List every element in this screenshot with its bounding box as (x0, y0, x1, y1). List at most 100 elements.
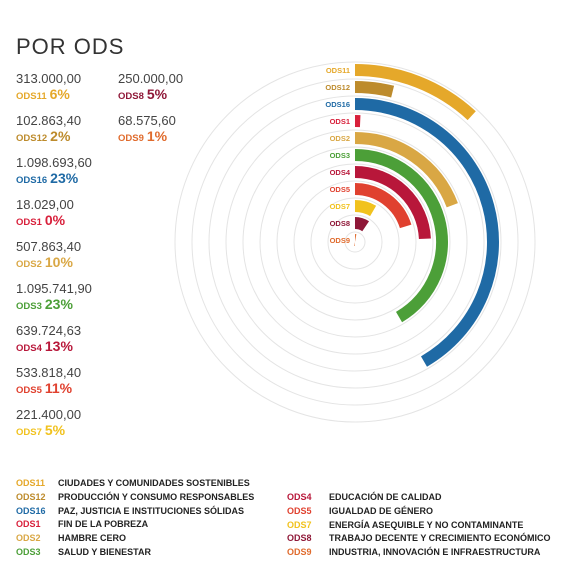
legend-code: ODS7 (287, 519, 312, 530)
stat-code: ODS3 (16, 301, 42, 312)
grid-circle (344, 231, 366, 253)
stat-ods5: 533.818,40 ODS5 11% (16, 366, 81, 397)
arc-ods3 (354, 149, 449, 323)
arc-label-ods8: ODS8 (330, 219, 350, 228)
stat-ods16: 1.098.693,60 ODS16 23% (16, 156, 92, 187)
stat-ods4: 639.724,63 ODS4 13% (16, 324, 81, 355)
grid-circle (191, 78, 519, 406)
legend-name: TRABAJO DECENTE Y CRECIMIENTO ECONÓMICO (329, 533, 551, 544)
stat-ods1: 18.029,00 ODS1 0% (16, 198, 74, 229)
legend-name: INDUSTRIA, INNOVACIÓN E INFRAESTRUCTURA (329, 547, 541, 558)
stat-code: ODS7 (16, 427, 42, 438)
stat-percent: 23% (50, 170, 79, 186)
grid-circle (310, 197, 400, 287)
stat-percent: 6% (49, 86, 70, 102)
stat-percent: 13% (44, 338, 73, 354)
arc-ods4 (354, 166, 431, 240)
legend-item-ods11: ODS11 CIUDADES Y COMUNIDADES SOSTENIBLES (16, 479, 250, 488)
legend-name: ENERGÍA ASEQUIBLE Y NO CONTAMINANTE (329, 519, 524, 530)
stat-ods9: 68.575,60 ODS9 1% (118, 114, 176, 145)
legend-name: PAZ, JUSTICIA E INSTITUCIONES SÓLIDAS (58, 505, 245, 516)
page-title: POR ODS (16, 34, 125, 59)
legend-name: CIUDADES Y COMUNIDADES SOSTENIBLES (58, 478, 250, 488)
stat-value: 507.863,40 (16, 239, 82, 254)
stat-value: 102.863,40 (16, 113, 82, 128)
stat-percent: 10% (44, 254, 73, 270)
grid-circle (327, 214, 383, 270)
legend-item-ods1: ODS1 FIN DE LA POBREZA (16, 520, 148, 529)
stat-ods12: 102.863,40 ODS12 2% (16, 114, 81, 145)
stat-value: 1.098.693,60 (16, 155, 92, 170)
legend-item-ods16: ODS16 PAZ, JUSTICIA E INSTITUCIONES SÓLID… (16, 505, 245, 516)
stat-percent: 5% (44, 422, 66, 438)
stat-code: ODS12 (16, 133, 48, 144)
stat-value: 250.000,00 (118, 71, 184, 86)
stat-code: ODS5 (16, 385, 42, 396)
legend-code: ODS3 (16, 547, 41, 557)
grid-circle (208, 95, 502, 389)
stat-value: 221.400,00 (16, 407, 82, 422)
legend-name: EDUCACIÓN DE CALIDAD (329, 492, 442, 502)
arc-label-ods7: ODS7 (330, 202, 350, 211)
stat-code: ODS1 (16, 217, 42, 228)
stat-code: ODS9 (118, 133, 144, 144)
stat-ods3: 1.095.741,90 ODS3 23% (16, 282, 92, 313)
stat-percent: 1% (146, 128, 168, 144)
stat-value: 1.095.741,90 (16, 281, 92, 296)
stat-code: ODS8 (118, 91, 144, 102)
arc-label-ods16: ODS16 (325, 100, 350, 109)
grid-circle (242, 129, 468, 355)
arc-label-ods11: ODS11 (326, 66, 350, 75)
arc-label-ods12: ODS12 (325, 83, 350, 92)
legend-code: ODS16 (16, 505, 46, 516)
stat-value: 313.000,00 (16, 71, 82, 86)
arc-ods2 (354, 132, 458, 208)
stat-value: 68.575,60 (118, 113, 176, 128)
legend-name: HAMBRE CERO (58, 533, 127, 544)
stat-ods7: 221.400,00 ODS7 5% (16, 408, 81, 439)
stat-code: ODS16 (16, 175, 48, 186)
legend-item-ods2: ODS2 HAMBRE CERO (16, 534, 126, 543)
legend-code: ODS2 (16, 533, 41, 544)
stat-ods8: 250.000,00 ODS8 5% (118, 72, 183, 103)
legend-item-ods3: ODS3 SALUD Y BIENESTAR (16, 548, 151, 557)
arc-label-ods3: ODS3 (330, 151, 350, 160)
stat-percent: 0% (44, 212, 66, 228)
legend-code: ODS11 (16, 478, 46, 488)
arc-ods11 (354, 64, 476, 121)
legend-name: IGUALDAD DE GÉNERO (329, 505, 434, 516)
legend-item-ods8: ODS8 TRABAJO DECENTE Y CRECIMIENTO ECONÓM… (287, 534, 551, 543)
stat-percent: 11% (44, 380, 73, 396)
legend-item-ods4: ODS4 EDUCACIÓN DE CALIDAD (287, 493, 442, 502)
stat-ods11: 313.000,00 ODS11 6% (16, 72, 81, 103)
stat-ods2: 507.863,40 ODS2 10% (16, 240, 81, 271)
grid-circle (293, 180, 417, 304)
arc-label-ods9: ODS9 (330, 236, 350, 245)
legend-code: ODS1 (16, 519, 41, 530)
legend-code: ODS8 (287, 533, 312, 544)
arc-label-ods2: ODS2 (330, 134, 350, 143)
stat-value: 639.724,63 (16, 323, 82, 338)
arc-label-ods5: ODS5 (330, 185, 350, 194)
legend-item-ods7: ODS7 ENERGÍA ASEQUIBLE Y NO CONTAMINANTE (287, 519, 524, 530)
stat-value: 18.029,00 (16, 197, 74, 212)
grid-circle (259, 146, 451, 338)
stat-percent: 5% (146, 86, 168, 102)
legend-item-ods12: ODS12 PRODUCCIÓN Y CONSUMO RESPONSABLES (16, 491, 255, 502)
arc-ods12 (354, 81, 395, 98)
legend-name: FIN DE LA POBREZA (58, 519, 149, 530)
stat-percent: 23% (44, 296, 73, 312)
legend-item-ods5: ODS5 IGUALDAD DE GÉNERO (287, 505, 434, 516)
stat-percent: 2% (50, 128, 71, 144)
stat-code: ODS4 (16, 343, 42, 354)
grid-circle (174, 61, 536, 423)
legend-name: SALUD Y BIENESTAR (58, 547, 152, 557)
arc-ods16 (354, 98, 499, 367)
arc-ods8 (354, 217, 370, 232)
stat-value: 533.818,40 (16, 365, 82, 380)
grid-circle (276, 163, 434, 321)
legend-name: PRODUCCIÓN Y CONSUMO RESPONSABLES (58, 491, 255, 502)
arc-label-ods1: ODS1 (330, 117, 350, 126)
legend-code: ODS5 (287, 505, 312, 516)
